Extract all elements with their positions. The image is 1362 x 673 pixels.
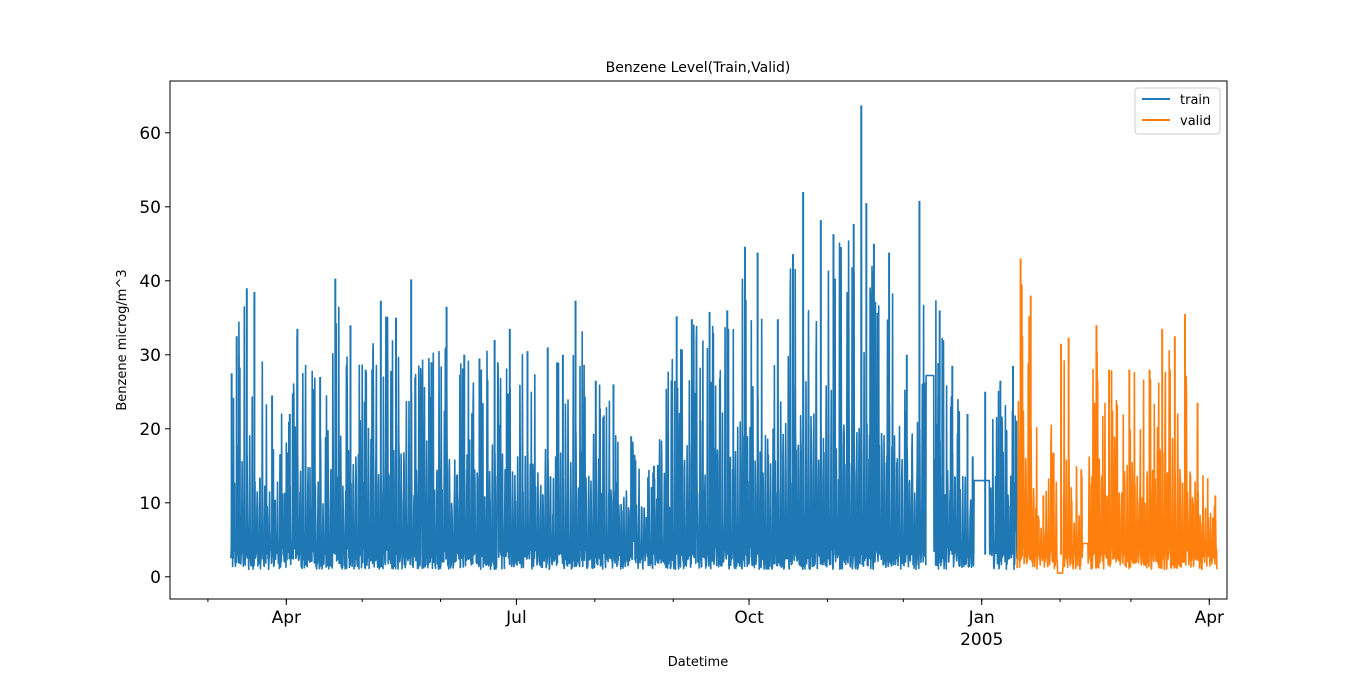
x-tick-sublabel: 2005 <box>960 630 1003 650</box>
series-line-valid <box>1016 284 1218 574</box>
plot-lines <box>229 105 1218 574</box>
y-tick-label: 10 <box>139 494 161 514</box>
x-tick-label: Jan <box>968 608 995 628</box>
y-tick-label: 30 <box>139 346 161 366</box>
legend-label-train: train <box>1180 93 1210 108</box>
chart-title: Benzene Level(Train,Valid) <box>606 60 791 76</box>
y-tick-label: 20 <box>139 420 161 440</box>
y-tick-label: 40 <box>139 272 161 292</box>
x-tick-label: Apr <box>1195 608 1224 628</box>
x-tick-label: Jul <box>505 608 527 628</box>
series-line-train <box>229 240 1018 571</box>
y-axis-label: Benzene microg/m^3 <box>115 269 130 410</box>
y-axis: 0 10 20 30 40 50 60 <box>139 124 170 588</box>
y-tick-label: 0 <box>150 568 161 588</box>
x-tick-label: Oct <box>734 608 764 628</box>
x-tick-label: Apr <box>272 608 301 628</box>
y-tick-label: 60 <box>139 124 161 144</box>
legend: train valid <box>1134 87 1221 135</box>
y-tick-label: 50 <box>139 198 161 218</box>
legend-label-valid: valid <box>1180 114 1211 129</box>
plot-frame <box>169 80 1228 600</box>
x-axis-label: Datetime <box>668 655 728 670</box>
